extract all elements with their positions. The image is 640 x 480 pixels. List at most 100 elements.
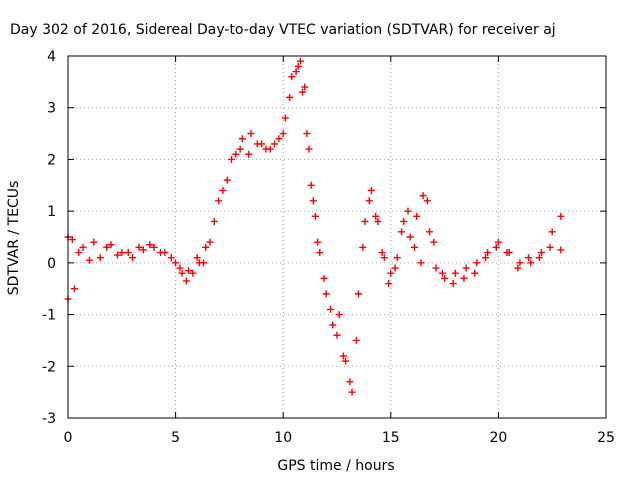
data-point <box>292 68 300 76</box>
data-point <box>107 241 115 249</box>
data-point <box>400 217 408 225</box>
data-point <box>139 246 147 254</box>
data-point <box>557 212 565 220</box>
x-axis-title: GPS time / hours <box>277 458 394 474</box>
data-point <box>441 274 449 282</box>
data-point <box>374 217 382 225</box>
data-point <box>387 269 395 277</box>
data-point <box>301 83 309 91</box>
data-point <box>176 264 184 272</box>
data-point <box>129 254 137 262</box>
grid <box>68 56 606 418</box>
data-point <box>355 290 363 298</box>
data-point <box>352 336 360 344</box>
data-point <box>309 197 317 205</box>
data-point <box>70 285 78 293</box>
data-series-2 <box>64 57 565 386</box>
data-point <box>68 236 76 244</box>
data-point <box>348 388 356 396</box>
data-point <box>391 264 399 272</box>
data-point <box>398 228 406 236</box>
data-point <box>359 243 367 251</box>
data-point <box>271 140 279 148</box>
y-tick-label: -3 <box>42 411 56 427</box>
data-point <box>484 249 492 257</box>
data-point <box>299 88 307 96</box>
data-point <box>86 256 94 264</box>
data-point <box>178 269 186 277</box>
data-point <box>473 259 481 267</box>
data-point <box>426 228 434 236</box>
x-tick-label: 20 <box>489 430 507 446</box>
y-tick-label: 1 <box>47 204 56 220</box>
y-tick-label: 4 <box>47 49 56 65</box>
data-point <box>322 290 330 298</box>
plot-frame <box>67 55 607 419</box>
data-point <box>215 197 223 205</box>
data-point <box>275 135 283 143</box>
data-point <box>380 254 388 262</box>
data-point <box>546 243 554 251</box>
data-point <box>329 321 337 329</box>
x-tick-label: 10 <box>274 430 292 446</box>
data-point <box>548 228 556 236</box>
x-tick-label: 5 <box>171 430 180 446</box>
data-point <box>342 357 350 365</box>
data-point <box>406 233 414 241</box>
data-point <box>503 249 511 257</box>
ticks: 0 5 10 15 20 25 -3 -2 -1 0 1 2 3 4 <box>42 49 615 446</box>
data-point <box>124 249 132 257</box>
data-point <box>451 269 459 277</box>
data-point <box>135 243 143 251</box>
data-point <box>303 130 311 138</box>
data-point <box>393 254 401 262</box>
data-point <box>245 150 253 158</box>
data-point <box>96 254 104 262</box>
data-point <box>307 181 315 189</box>
data-point <box>223 176 231 184</box>
y-tick-label: 3 <box>47 101 56 117</box>
data-point <box>385 280 393 288</box>
data-point <box>195 259 203 267</box>
data-point <box>481 254 489 262</box>
y-tick-label: -1 <box>42 308 56 324</box>
data-point <box>311 212 319 220</box>
data-points <box>64 57 565 396</box>
data-point <box>430 238 438 246</box>
data-point <box>262 145 270 153</box>
data-point <box>279 130 287 138</box>
data-point <box>367 186 375 194</box>
x-tick-label: 25 <box>597 430 615 446</box>
y-tick-label: 2 <box>47 152 56 168</box>
y-tick-label: -2 <box>42 359 56 375</box>
data-point <box>404 207 412 215</box>
data-point <box>339 352 347 360</box>
data-point <box>90 238 98 246</box>
data-point <box>320 274 328 282</box>
data-point <box>286 93 294 101</box>
data-point <box>182 277 190 285</box>
data-point <box>288 73 296 81</box>
data-point <box>193 254 201 262</box>
data-point <box>372 212 380 220</box>
data-point <box>365 197 373 205</box>
data-point <box>228 155 236 163</box>
data-point <box>535 254 543 262</box>
data-point <box>514 264 522 272</box>
data-point <box>516 259 524 267</box>
data-point <box>247 130 255 138</box>
data-point <box>527 259 535 267</box>
x-tick-label: 0 <box>64 430 73 446</box>
data-point <box>206 238 214 246</box>
data-point <box>537 249 545 257</box>
data-point <box>157 249 165 257</box>
data-point <box>210 217 218 225</box>
data-point <box>438 269 446 277</box>
data-point <box>449 280 457 288</box>
data-point <box>432 264 440 272</box>
data-point <box>410 243 418 251</box>
data-point <box>333 331 341 339</box>
data-point <box>492 243 500 251</box>
data-point <box>172 259 180 267</box>
data-point <box>462 264 470 272</box>
